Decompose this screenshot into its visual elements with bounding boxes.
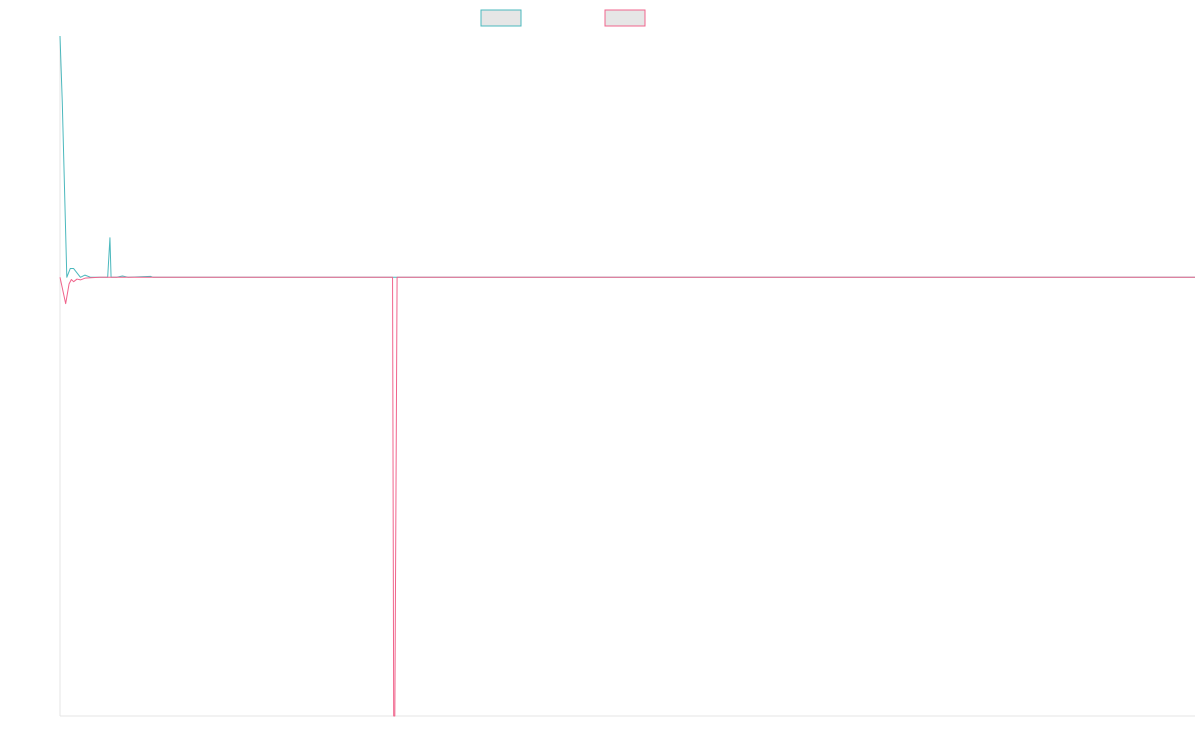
series-group <box>59 35 1195 717</box>
series-line-2 <box>59 276 1195 717</box>
legend-swatch-2 <box>604 9 646 27</box>
legend-swatch-1 <box>480 9 522 27</box>
legend-item-2[interactable] <box>604 9 646 27</box>
legend <box>480 9 646 27</box>
legend-item-1[interactable] <box>480 9 522 27</box>
series-line-1 <box>59 35 1195 278</box>
